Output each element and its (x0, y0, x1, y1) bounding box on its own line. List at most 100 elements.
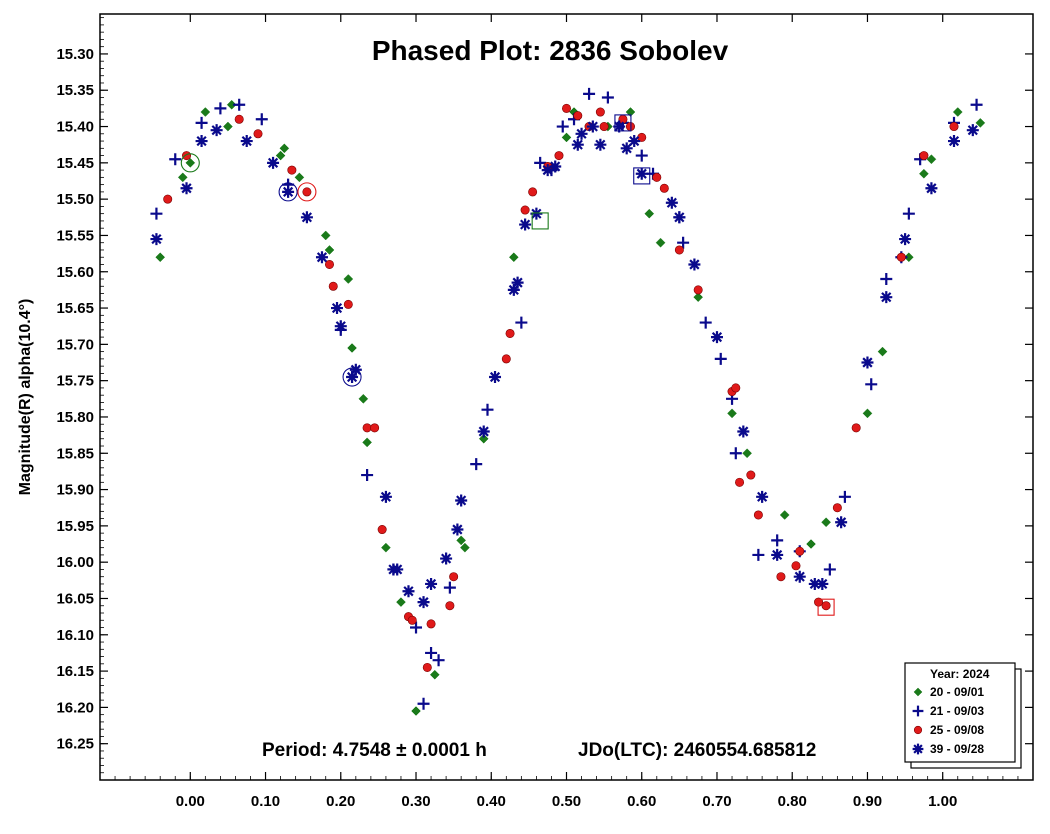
point-asterisk (710, 331, 723, 344)
y-tick-label: 15.40 (56, 119, 94, 136)
y-tick-label: 16.00 (56, 554, 94, 571)
point-circle (851, 423, 861, 433)
point-circle (528, 187, 538, 197)
point-diamond (821, 517, 831, 528)
point-plus (556, 120, 569, 133)
period-annotation: Period: 4.7548 ± 0.0001 h (262, 740, 487, 761)
highlight-square (614, 114, 632, 132)
point-asterisk (628, 135, 641, 148)
point-diamond (693, 292, 704, 303)
point-plus (195, 116, 208, 129)
point-plus (432, 654, 445, 667)
point-asterisk (808, 577, 821, 590)
point-circle (652, 172, 662, 182)
point-circle (377, 525, 387, 535)
point-circle (407, 615, 417, 625)
point-asterisk (331, 302, 344, 315)
point-circle (795, 546, 805, 556)
point-circle (501, 354, 511, 364)
point-plus (417, 697, 430, 710)
x-tick-label: 0.60 (627, 793, 656, 810)
y-tick-label: 15.60 (56, 264, 94, 281)
legend-entry-label: 21 - 09/03 (930, 704, 984, 718)
point-asterisk (571, 138, 584, 151)
point-diamond (177, 172, 188, 183)
point-plus (443, 581, 456, 594)
y-tick-label: 15.90 (56, 482, 94, 499)
point-diamond (508, 252, 519, 263)
point-circle (913, 725, 923, 735)
point-diamond (727, 408, 737, 419)
y-tick-label: 15.35 (56, 82, 94, 99)
point-asterisk (455, 494, 468, 507)
point-plus (970, 98, 983, 111)
point-asterisk (511, 276, 524, 289)
point-asterisk (346, 371, 359, 384)
x-tick-label: 0.50 (552, 793, 581, 810)
point-plus (714, 352, 727, 365)
point-asterisk (793, 570, 806, 583)
point-plus (699, 316, 712, 329)
point-asterisk (417, 596, 430, 609)
point-circle (520, 205, 530, 215)
x-tick-label: 0.20 (326, 793, 355, 810)
point-diamond (877, 346, 888, 357)
plot-frame (99, 13, 1034, 781)
point-circle (832, 503, 842, 513)
y-tick-label: 15.70 (56, 336, 94, 353)
point-plus (255, 113, 268, 126)
x-tick-label: 0.00 (176, 793, 205, 810)
point-circle (302, 187, 312, 197)
highlighted-points (180, 114, 835, 616)
point-asterisk (861, 356, 874, 369)
point-circle (919, 151, 929, 161)
point-asterisk (549, 160, 562, 173)
x-tick-label: 1.00 (928, 793, 957, 810)
point-asterisk (635, 167, 648, 180)
point-diamond (279, 143, 290, 154)
point-asterisk (519, 218, 532, 231)
x-tick-label: 0.80 (778, 793, 807, 810)
point-asterisk (240, 135, 253, 148)
point-circle (595, 107, 605, 117)
highlight-square (633, 167, 651, 185)
legend-box (904, 662, 1016, 763)
point-circle (731, 383, 741, 393)
point-diamond (460, 542, 470, 553)
point-plus (481, 403, 494, 416)
point-diamond (362, 437, 372, 448)
point-diamond (320, 230, 331, 241)
y-tick-label: 15.50 (56, 191, 94, 208)
point-asterisk (688, 258, 701, 271)
point-diamond (806, 539, 816, 549)
point-circle (554, 151, 564, 161)
point-circle (324, 259, 334, 269)
highlight-circle (297, 182, 317, 202)
point-asterisk (899, 233, 912, 246)
point-diamond (742, 448, 752, 459)
point-diamond (155, 252, 166, 263)
point-circle (426, 619, 436, 629)
point-plus (838, 490, 851, 503)
point-asterisk (402, 585, 415, 598)
point-asterisk (912, 743, 924, 755)
point-asterisk (613, 120, 626, 133)
point-diamond (919, 168, 929, 179)
point-plus (425, 646, 438, 659)
point-circle (234, 114, 244, 124)
point-asterisk (195, 135, 208, 148)
y-tick-label: 15.65 (56, 300, 94, 317)
point-diamond (275, 150, 286, 161)
point-diamond (952, 107, 963, 117)
point-circle (674, 245, 684, 255)
point-plus (470, 458, 483, 471)
point-plus (169, 153, 182, 166)
point-diamond (226, 99, 237, 110)
point-circle (449, 572, 459, 582)
point-diamond (779, 510, 790, 520)
point-plus (902, 207, 915, 220)
point-diamond (200, 107, 211, 117)
x-tick-label: 0.10 (251, 793, 280, 810)
legend: Year: 2024 20 - 09/01 21 - 09/03 25 - 09/0… (904, 662, 1022, 769)
point-diamond (456, 535, 467, 546)
